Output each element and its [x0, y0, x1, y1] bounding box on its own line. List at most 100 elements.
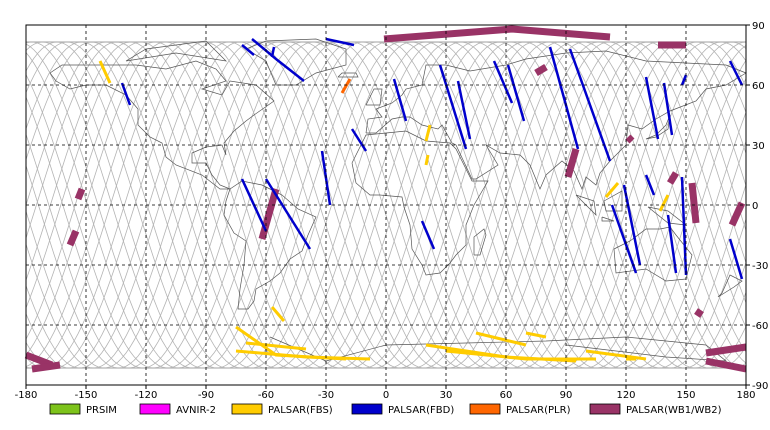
- x-tick-label: 90: [560, 390, 573, 401]
- swath-palsar-wb1-wb2: [258, 188, 280, 240]
- coastline: [603, 190, 623, 212]
- x-tick-label: -90: [198, 390, 214, 401]
- swath-palsar-fbd: [420, 220, 436, 250]
- swath-palsar-fbd: [120, 82, 132, 106]
- x-tick-label: -180: [15, 390, 38, 401]
- y-tick-label: -60: [752, 321, 768, 332]
- coastline: [245, 38, 347, 86]
- swath-palsar-fbd: [392, 78, 408, 122]
- coastline: [717, 274, 743, 298]
- swath-palsar-wb1-wb2: [688, 182, 700, 224]
- x-tick-label: 150: [676, 390, 695, 401]
- coastline: [269, 336, 728, 362]
- coastline: [125, 40, 228, 62]
- swath-palsar-fbs: [604, 182, 620, 198]
- swath-palsar-fbs: [245, 341, 307, 351]
- graticule: [26, 25, 746, 385]
- swath-palsar-fbd: [270, 46, 276, 58]
- x-tick-label: 60: [500, 390, 513, 401]
- coastline: [49, 60, 275, 190]
- x-tick-label: -120: [135, 390, 158, 401]
- y-tick-label: 0: [752, 201, 758, 212]
- legend-swatch: [49, 403, 81, 415]
- swath-palsar-fbd: [241, 44, 255, 56]
- swath-palsar-fbd: [350, 128, 368, 152]
- axis-ticks: -180 -150 -120 -90 -60 -30 0 30 60 90 120 150 180-90…: [15, 21, 769, 401]
- swath-palsar-plr: [340, 78, 352, 94]
- x-tick-label: 0: [383, 390, 389, 401]
- swath-palsar-wb1-wb2: [66, 229, 80, 247]
- swath-palsar-fbd: [325, 37, 355, 47]
- swath-palsar-wb1-wb2: [564, 148, 580, 178]
- coastline: [337, 72, 359, 78]
- x-tick-label: 180: [736, 390, 755, 401]
- swath-palsar-fbd: [548, 46, 580, 150]
- legend-swatch: [469, 403, 501, 415]
- y-tick-label: -90: [752, 381, 768, 392]
- legend-label: PALSAR(WB1/WB2): [626, 405, 722, 416]
- swath-palsar-wb1-wb2: [625, 134, 635, 144]
- swath-palsar-wb1-wb2: [705, 343, 747, 357]
- swath-palsar-wb1-wb2: [666, 171, 680, 185]
- swath-palsar-fbd: [264, 178, 312, 250]
- swath-palsar-fbd: [251, 38, 305, 82]
- swath-palsar-fbd: [622, 184, 642, 266]
- swath-palsar-fbs: [270, 306, 286, 322]
- legend-label: AVNIR-2: [176, 405, 216, 416]
- legend-label: PALSAR(PLR): [506, 405, 571, 416]
- legend-label: PRSIM: [86, 405, 117, 416]
- swath-palsar-fbd: [644, 174, 656, 196]
- legend-swatch: [589, 403, 621, 415]
- swath-palsar-wb1-wb2: [31, 361, 61, 373]
- coastline: [223, 180, 317, 310]
- y-tick-label: 90: [752, 21, 765, 32]
- swath-palsar-fbd: [610, 204, 638, 274]
- swath-palsar-wb1-wb2: [534, 63, 548, 77]
- y-tick-label: -30: [752, 261, 768, 272]
- y-tick-label: 30: [752, 141, 765, 152]
- x-tick-label: -30: [318, 390, 334, 401]
- y-tick-label: 60: [752, 81, 765, 92]
- swath-palsar-fbd: [728, 60, 744, 86]
- x-tick-label: 30: [440, 390, 453, 401]
- swath-palsar-fbd: [456, 80, 472, 140]
- swath-palsar-fbs: [525, 331, 547, 339]
- coastline: [365, 88, 383, 106]
- coverage-swaths: [24, 25, 747, 373]
- swath-palsar-fbd: [662, 82, 674, 136]
- swath-palsar-fbs: [475, 331, 527, 347]
- x-tick-label: -150: [75, 390, 98, 401]
- legend-swatch: [139, 403, 171, 415]
- swath-palsar-fbd: [492, 60, 514, 104]
- legend-label: PALSAR(FBS): [268, 405, 333, 416]
- swath-palsar-fbd: [666, 214, 678, 274]
- coastline: [473, 228, 487, 256]
- legend: PRSIM AVNIR-2 PALSAR(FBS) PALSAR(FBD) PALSAR…: [49, 403, 722, 416]
- swath-palsar-wb1-wb2: [694, 308, 704, 318]
- swath-palsar-fbs: [424, 124, 432, 142]
- swath-palsar-fbd: [438, 64, 468, 150]
- coastlines: [49, 38, 747, 362]
- swath-palsar-fbd: [644, 76, 660, 140]
- swath-palsar-fbs: [445, 349, 596, 361]
- swath-palsar-fbs: [235, 349, 371, 361]
- swath-palsar-fbd: [568, 48, 612, 162]
- swath-palsar-fbd: [506, 64, 526, 122]
- swath-palsar-fbd: [728, 238, 744, 280]
- swath-palsar-fbd: [680, 74, 688, 86]
- swath-palsar-fbs: [658, 194, 670, 212]
- swath-palsar-fbs: [424, 154, 430, 166]
- swath-palsar-wb1-wb2: [728, 201, 746, 227]
- swath-palsar-fbd: [680, 176, 688, 276]
- legend-label: PALSAR(FBD): [388, 405, 454, 416]
- legend-swatch: [351, 403, 383, 415]
- swath-palsar-wb1-wb2: [705, 357, 747, 373]
- coastline: [601, 216, 615, 222]
- swath-palsar-wb1-wb2: [383, 25, 611, 43]
- x-tick-label: -60: [258, 390, 274, 401]
- x-tick-label: 120: [616, 390, 635, 401]
- swath-palsar-fbs: [98, 60, 112, 84]
- swath-palsar-wb1-wb2: [74, 187, 86, 201]
- legend-swatch: [231, 403, 263, 415]
